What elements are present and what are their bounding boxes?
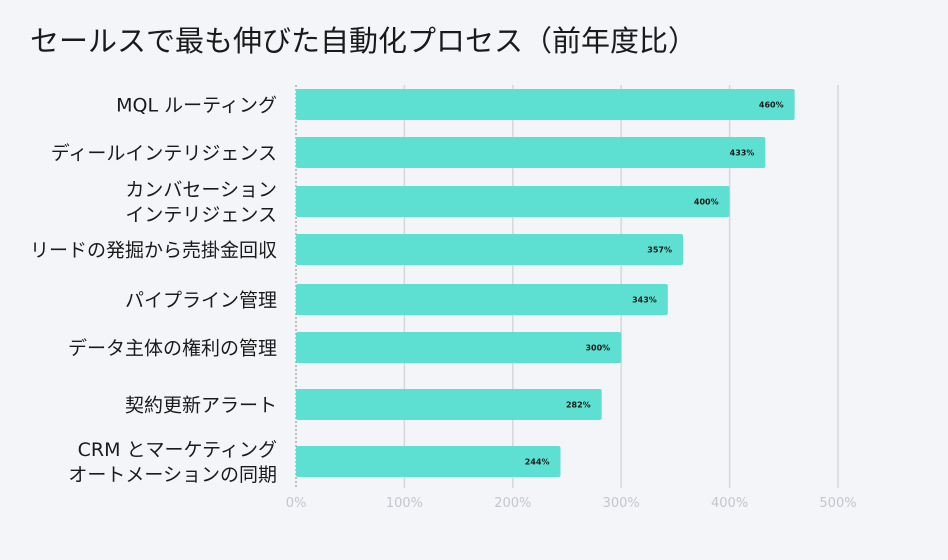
data-label: 300% [585,344,610,353]
data-label: 244% [525,458,550,467]
bar [296,446,561,477]
category-label: インテリジェンス [125,204,277,226]
category-label: オートメーションの同期 [68,464,277,486]
x-tick-label: 400% [711,496,748,511]
data-label: 357% [647,246,672,255]
data-label: 433% [730,149,755,158]
bars: 460% 433% 400% 357% 343% 300% 282% 244% [296,89,795,477]
x-tick-label: 200% [494,496,531,511]
bar [296,284,668,315]
category-label: カンバセーション [125,179,277,201]
category-label: リードの発掘から売掛金回収 [30,240,277,262]
bar [296,389,602,420]
x-tick-label: 500% [819,496,856,511]
category-label: MQL ルーティング [116,95,277,117]
bar [296,332,622,363]
category-label: パイプライン管理 [125,290,277,312]
bar [296,89,795,120]
bar [296,137,766,168]
category-label: CRM とマーケティング [78,439,277,461]
x-axis-ticks: 0% 100% 200% 300% 400% 500% [286,496,857,511]
x-tick-label: 100% [386,496,423,511]
x-tick-label: 0% [286,496,307,511]
data-label: 343% [632,296,657,305]
category-label: 契約更新アラート [125,395,277,417]
category-label: ディールインテリジェンス [51,143,277,165]
chart-title: セールスで最も伸びた自動化プロセス（前年度比） [30,24,698,58]
data-label: 400% [694,198,719,207]
data-label: 282% [566,401,591,410]
category-label: データ主体の権利の管理 [68,338,277,360]
bar [296,234,683,265]
data-label: 460% [759,101,784,110]
category-labels: MQL ルーティングディールインテリジェンスカンバセーションインテリジェンスリー… [30,95,277,487]
x-tick-label: 300% [603,496,640,511]
bar [296,186,730,217]
